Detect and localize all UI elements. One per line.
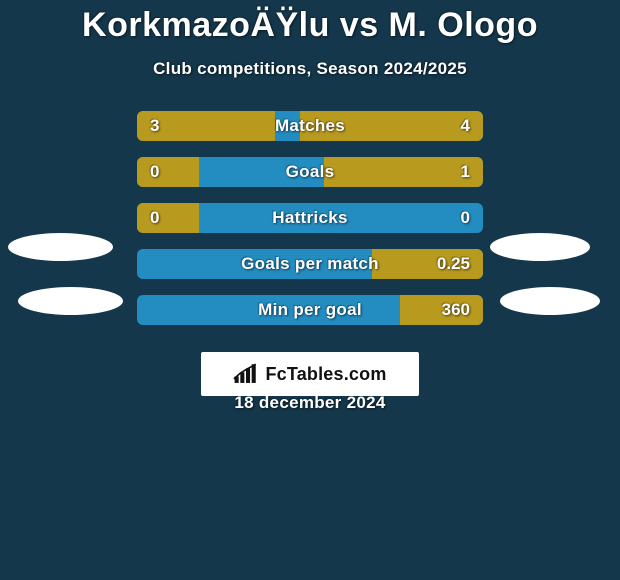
metric-label: Goals <box>286 162 335 182</box>
stat-row-goals-per-match: Goals per match 0.25 <box>0 249 620 279</box>
snapshot-date: 18 december 2024 <box>0 393 620 413</box>
left-bar <box>137 157 199 187</box>
right-value: 1 <box>461 162 470 182</box>
left-value: 0 <box>150 208 159 228</box>
stat-row-hattricks: 0 Hattricks 0 <box>0 203 620 233</box>
right-value: 0 <box>461 208 470 228</box>
brand-name: FcTables.com <box>265 364 386 385</box>
page-title: KorkmazoÄŸlu vs M. Ologo <box>0 0 620 45</box>
right-value: 360 <box>442 300 470 320</box>
metric-label: Hattricks <box>272 208 347 228</box>
stat-row-matches: 3 Matches 4 <box>0 111 620 141</box>
left-bar <box>137 203 199 233</box>
subtitle: Club competitions, Season 2024/2025 <box>0 59 620 79</box>
right-value: 0.25 <box>437 254 470 274</box>
right-bar <box>324 157 483 187</box>
metric-label: Goals per match <box>241 254 379 274</box>
comparison-card: KorkmazoÄŸlu vs M. Ologo Club competitio… <box>0 0 620 580</box>
stat-row-min-per-goal: Min per goal 360 <box>0 295 620 325</box>
metric-label: Matches <box>275 116 345 136</box>
comparison-chart: 3 Matches 4 0 Goals 1 0 Hattricks 0 <box>0 111 620 325</box>
bar-chart-icon <box>233 363 259 385</box>
left-value: 0 <box>150 162 159 182</box>
right-value: 4 <box>461 116 470 136</box>
stat-row-goals: 0 Goals 1 <box>0 157 620 187</box>
metric-label: Min per goal <box>258 300 362 320</box>
brand-logo: FcTables.com <box>201 352 419 396</box>
left-value: 3 <box>150 116 159 136</box>
